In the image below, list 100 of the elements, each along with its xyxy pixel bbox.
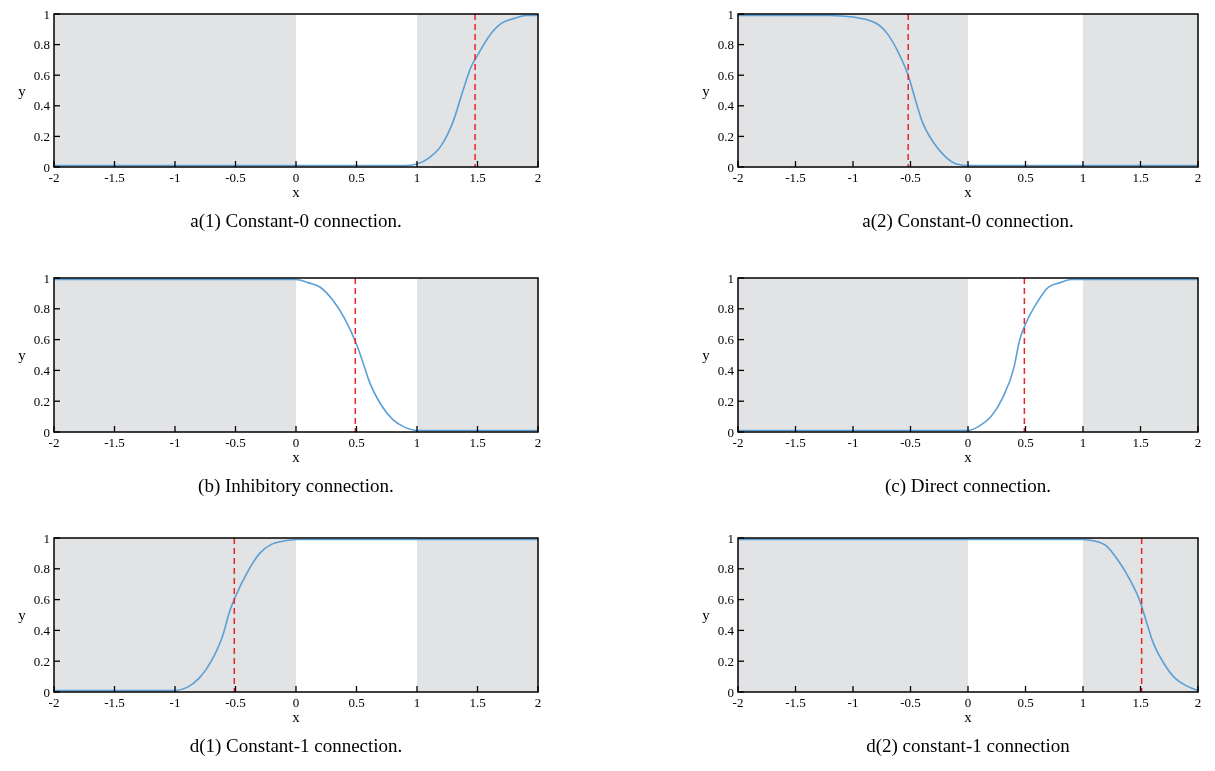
x-tick-label: -2: [48, 695, 60, 710]
y-tick-label: 0: [727, 159, 734, 175]
x-tick-label: 0.5: [1017, 170, 1034, 185]
text: (b) Inhibitory connection.: [198, 475, 394, 497]
y-tick-label: 1: [727, 6, 734, 22]
line-series: [54, 278, 538, 432]
x-tick-label: 0.5: [1017, 435, 1034, 450]
x-tick-label: 1.5: [1132, 435, 1149, 450]
y-tick-label: 0: [43, 684, 50, 700]
x-tick-label: -0.5: [900, 695, 921, 710]
x-tick-label: 2: [534, 695, 542, 710]
line-series: [54, 14, 538, 167]
y-tick-label: 0.4: [33, 622, 51, 638]
y-tick-label: 0: [727, 684, 734, 700]
x-tick-label: 2: [534, 435, 542, 450]
y-tick-label: 0.2: [33, 653, 50, 669]
x-tick-label: -1.5: [785, 435, 806, 450]
y-tick-label: 1: [727, 530, 734, 546]
line-series: [54, 538, 538, 692]
y-tick-label: 0.8: [717, 561, 734, 577]
x-tick-label: 0.5: [348, 170, 365, 185]
x-tick-label: 1.5: [469, 695, 486, 710]
x-tick-label: 0: [292, 435, 300, 450]
x-tick-label: -2: [48, 170, 60, 185]
y-tick-label: 0.4: [33, 98, 51, 114]
text: a(2) Constant-0 connection.: [862, 210, 1074, 232]
y-tick-label: 0.4: [717, 622, 735, 638]
x-tick-label: 1.5: [469, 435, 486, 450]
y-axis-title: y: [702, 347, 711, 364]
x-tick-label: -1: [847, 695, 859, 710]
y-tick-label: 0.4: [717, 98, 735, 114]
x-tick-label: -1.5: [785, 695, 806, 710]
x-axis-title: x: [292, 709, 301, 725]
y-tick-label: 0: [727, 424, 734, 440]
x-tick-label: 2: [534, 170, 542, 185]
x-tick-label: -0.5: [900, 435, 921, 450]
x-tick-label: 1: [1079, 695, 1087, 710]
y-tick-label: 0.2: [33, 128, 50, 144]
y-tick-label: 0.6: [717, 332, 735, 348]
x-tick-label: 2: [1194, 435, 1202, 450]
x-tick-label: -1.5: [104, 695, 125, 710]
y-tick-label: 0: [43, 159, 50, 175]
x-tick-label: 2: [1194, 170, 1202, 185]
x-tick-label: -0.5: [225, 170, 246, 185]
x-axis-title: x: [292, 449, 301, 465]
y-tick-label: 0.2: [717, 653, 734, 669]
y-tick-label: 1: [43, 6, 50, 22]
x-tick-label: 0.5: [1017, 695, 1034, 710]
y-axis-title: y: [18, 347, 27, 364]
y-axis-title: y: [702, 82, 711, 99]
y-tick-label: 0: [43, 424, 50, 440]
x-tick-label: -1: [169, 435, 181, 450]
x-tick-label: 1: [413, 170, 421, 185]
x-tick-label: -0.5: [900, 170, 921, 185]
y-tick-label: 0.4: [33, 362, 51, 378]
text: (c) Direct connection.: [884, 475, 1052, 497]
y-tick-label: 0.6: [33, 592, 51, 608]
x-tick-label: -2: [732, 435, 744, 450]
x-tick-label: 0: [964, 170, 972, 185]
x-tick-label: 0.5: [348, 695, 365, 710]
x-tick-label: 0.5: [348, 435, 365, 450]
x-tick-label: 1: [413, 695, 421, 710]
x-tick-label: -2: [732, 695, 744, 710]
y-axis-title: y: [18, 607, 27, 624]
x-axis-title: x: [292, 184, 301, 200]
y-tick-label: 0.8: [33, 301, 50, 317]
y-axis-title: y: [702, 607, 711, 624]
y-tick-label: 0.8: [717, 301, 734, 317]
x-axis-title: x: [964, 449, 973, 465]
x-tick-label: -1.5: [104, 435, 125, 450]
x-tick-label: 1: [413, 435, 421, 450]
x-tick-label: -1: [847, 170, 859, 185]
x-tick-label: 1.5: [1132, 695, 1149, 710]
x-tick-label: -1.5: [785, 170, 806, 185]
line-series: [738, 538, 1198, 692]
x-tick-label: 0: [964, 435, 972, 450]
x-tick-label: 1: [1079, 435, 1087, 450]
y-tick-label: 0.6: [33, 332, 51, 348]
x-tick-label: -2: [48, 435, 60, 450]
y-tick-label: 1: [727, 270, 734, 286]
x-tick-label: 0: [292, 170, 300, 185]
y-tick-label: 0.8: [33, 37, 50, 53]
x-tick-label: -1: [169, 170, 181, 185]
x-tick-label: -1.5: [104, 170, 125, 185]
y-tick-label: 0.2: [33, 393, 50, 409]
x-tick-label: -0.5: [225, 695, 246, 710]
line-series: [738, 14, 1198, 167]
text: d(2) constant-1 connection: [866, 735, 1071, 757]
x-tick-label: -1: [169, 695, 181, 710]
text: d(1) Constant-1 connection.: [189, 735, 403, 757]
text: a(1) Constant-0 connection.: [190, 210, 402, 232]
y-tick-label: 0.6: [717, 67, 735, 83]
y-tick-label: 0.6: [717, 592, 735, 608]
y-tick-label: 0.2: [717, 393, 734, 409]
x-tick-label: -1: [847, 435, 859, 450]
y-tick-label: 1: [43, 530, 50, 546]
y-axis-title: y: [18, 82, 27, 99]
line-series: [738, 278, 1198, 432]
y-tick-label: 0.2: [717, 128, 734, 144]
x-tick-label: 1: [1079, 170, 1087, 185]
